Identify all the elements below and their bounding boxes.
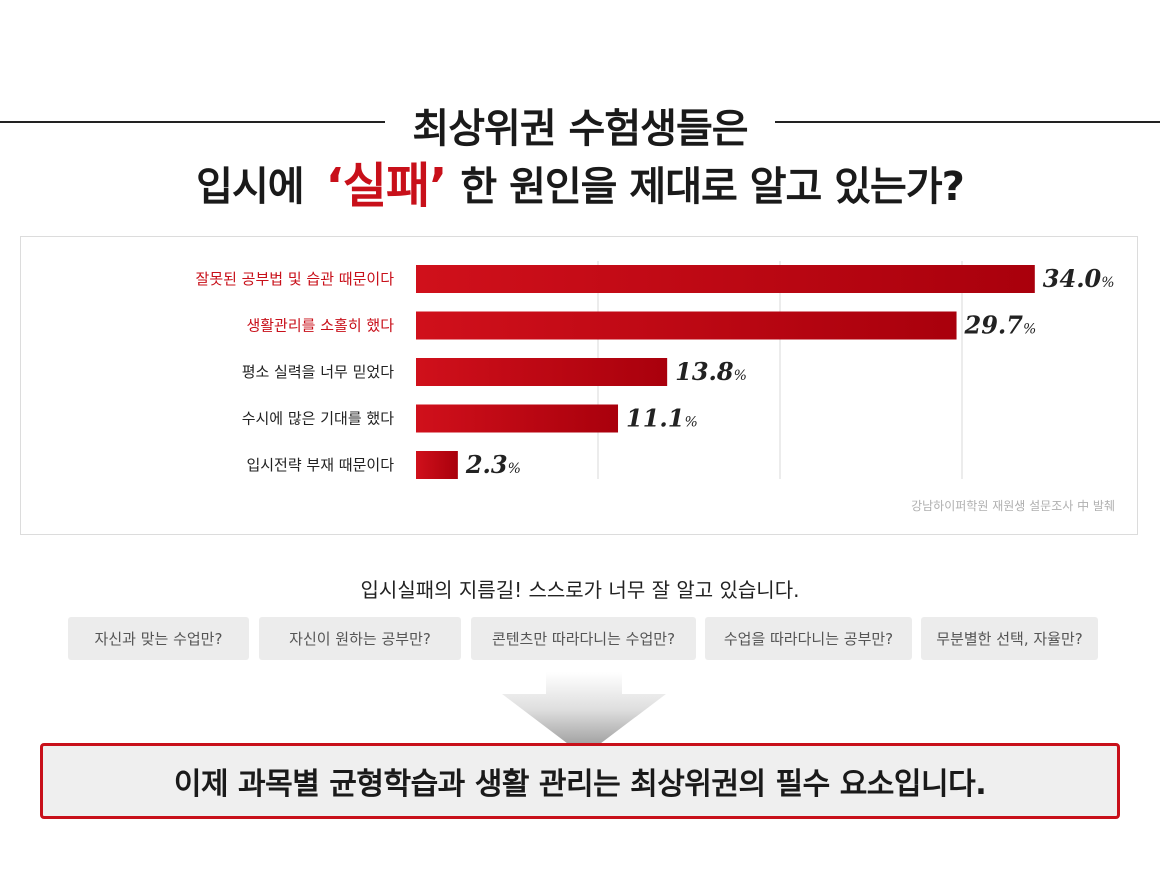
question-pill-4: 수업을 따라다니는 공부만? — [705, 617, 912, 660]
question-pill-1: 자신과 맞는 수업만? — [68, 617, 249, 660]
value-label: 2.3% — [465, 450, 521, 479]
question-pill-5: 무분별한 선택, 자율만? — [921, 617, 1098, 660]
headline-text-before: 입시에 — [196, 164, 304, 210]
middle-subtitle: 입시실패의 지름길! 스스로가 너무 잘 알고 있습니다. — [360, 578, 800, 602]
title-rule-left — [0, 121, 385, 123]
headline-line-1: 최상위권 수험생들은 — [412, 106, 748, 152]
category-label: 잘못된 공부법 및 습관 때문이다 — [196, 270, 395, 288]
category-label: 생활관리를 소홀히 했다 — [246, 317, 394, 335]
category-label: 평소 실력을 너무 믿었다 — [242, 363, 395, 381]
bar — [416, 451, 458, 479]
question-pill-3: 콘텐츠만 따라다니는 수업만? — [471, 617, 696, 660]
survey-bar-chart: 잘못된 공부법 및 습관 때문이다 34.0% 생활관리를 소홀히 했다 29.7% 평… — [196, 261, 1115, 479]
value-label: 29.7% — [964, 311, 1037, 340]
conclusion-banner: 이제 과목별 균형학습과 생활 관리는 최상위권의 필수 요소입니다. — [40, 743, 1120, 819]
category-label: 입시전략 부재 때문이다 — [246, 456, 394, 474]
chart-source: 강남하이퍼학원 재원생 설문조사 中 발췌 — [911, 499, 1115, 513]
down-arrow-icon — [502, 672, 666, 756]
bar — [416, 311, 957, 340]
headline-text-after: 한 원인을 제대로 알고 있는가? — [460, 164, 965, 210]
value-label: 11.1% — [626, 404, 698, 433]
value-label: 34.0% — [1043, 264, 1115, 293]
headline-line-2: 입시에 ‘실패’ 한 원인을 제대로 알고 있는가? — [0, 144, 1160, 214]
bar — [416, 265, 1035, 293]
title-rule-right — [775, 121, 1160, 123]
bar — [416, 358, 668, 386]
category-label: 수시에 많은 기대를 했다 — [242, 410, 395, 428]
survey-chart: 잘못된 공부법 및 습관 때문이다 34.0% 생활관리를 소홀히 했다 29.7% 평… — [20, 236, 1138, 535]
bar — [416, 404, 619, 433]
question-pill-2: 자신이 원하는 공부만? — [259, 617, 461, 660]
headline-highlight: ‘실패’ — [325, 158, 448, 214]
value-label: 13.8% — [675, 357, 747, 386]
